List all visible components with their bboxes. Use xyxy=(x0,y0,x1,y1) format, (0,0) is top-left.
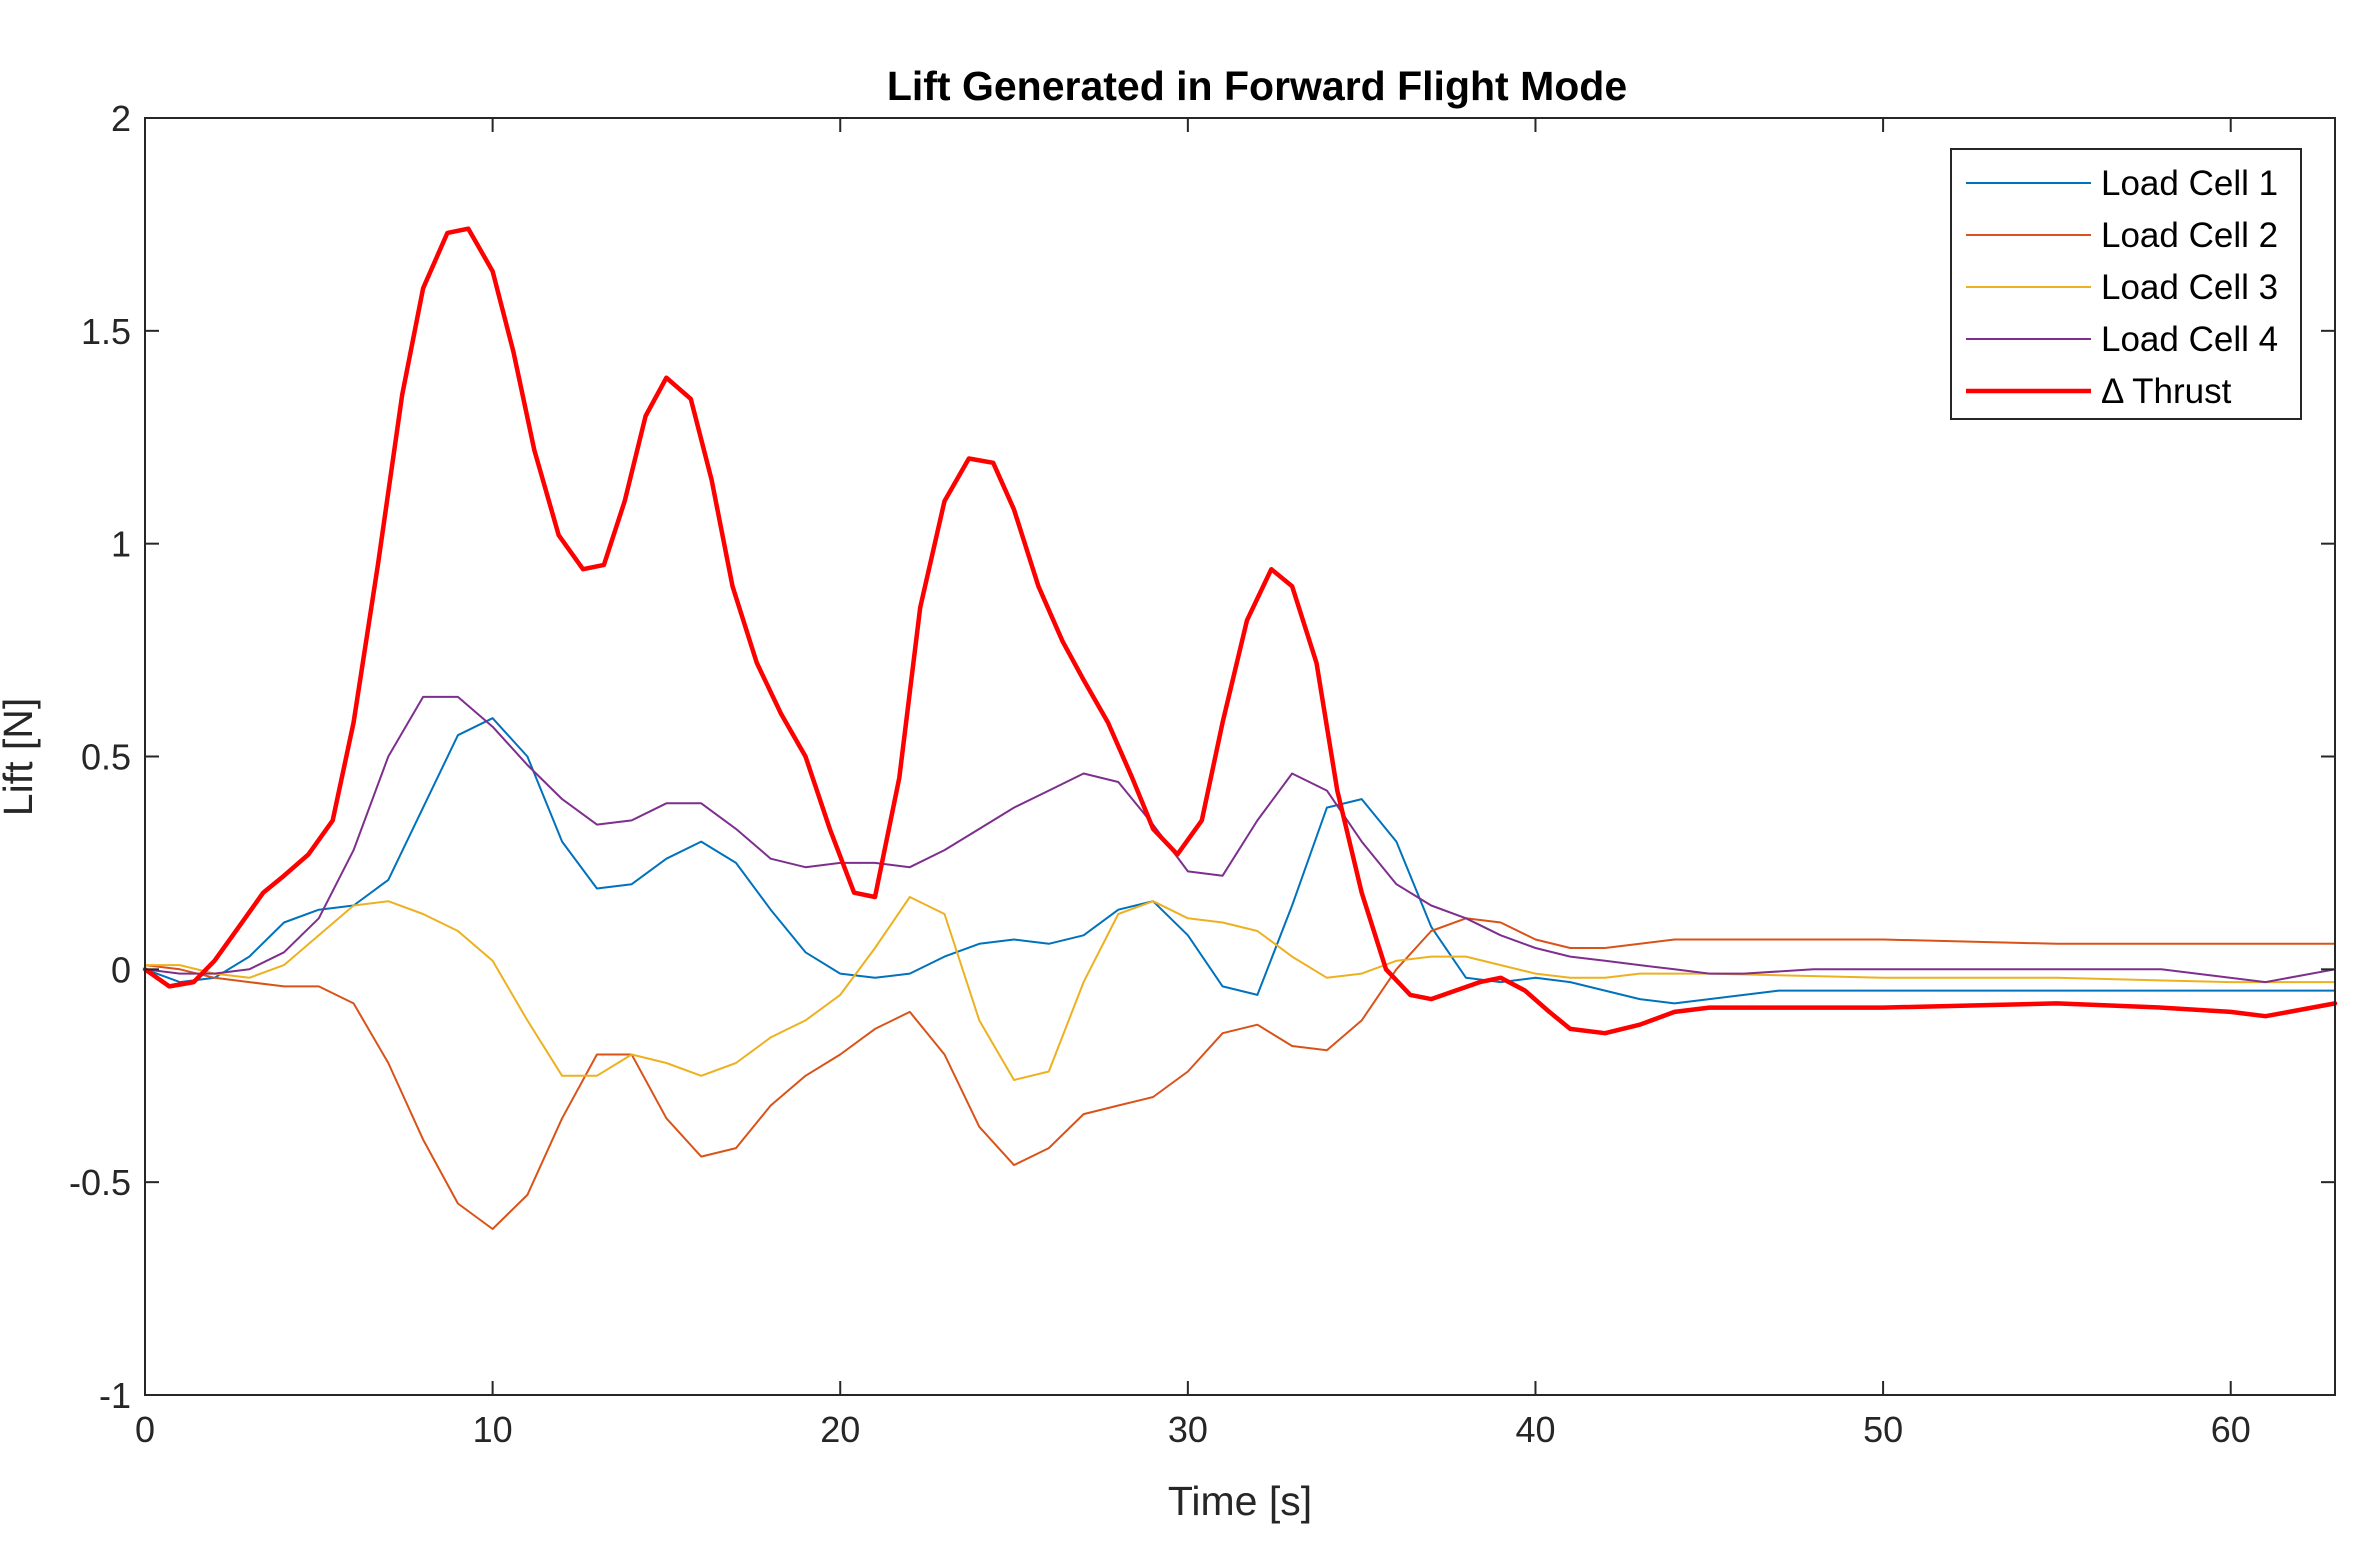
y-tick-label: 1 xyxy=(111,524,131,565)
chart-title: Lift Generated in Forward Flight Mode xyxy=(887,63,1627,109)
series-line-load-cell-3 xyxy=(144,896,2336,1081)
series-layer xyxy=(142,226,2338,1230)
axes-layer xyxy=(144,117,2336,1396)
y-tick-label: 0.5 xyxy=(81,737,131,778)
x-tick-label: 10 xyxy=(473,1409,513,1450)
legend-label: Load Cell 1 xyxy=(2101,164,2278,203)
series-line-load-cell-4 xyxy=(144,695,2336,984)
legend-label: Load Cell 3 xyxy=(2101,268,2278,307)
y-axis-label: Lift [N] xyxy=(0,698,41,816)
x-tick-label: 40 xyxy=(1515,1409,1555,1450)
x-tick-label: 30 xyxy=(1168,1409,1208,1450)
y-tick-labels: -1 -0.5 0 0.5 1 1.5 2 xyxy=(69,98,131,1416)
x-tick-labels: 0 10 20 30 40 50 60 xyxy=(135,1409,2251,1450)
y-tick-label: -1 xyxy=(99,1375,131,1416)
x-tick-label: 50 xyxy=(1863,1409,1903,1450)
y-tick-label: 1.5 xyxy=(81,311,131,352)
series-line-load-cell-1 xyxy=(144,717,2336,1005)
legend-box xyxy=(1950,148,2302,420)
legend: Load Cell 1 Load Cell 2 Load Cell 3 Load Ce… xyxy=(1950,148,2302,420)
series-line-load-cell-2 xyxy=(144,917,2336,1230)
legend-label: Δ Thrust xyxy=(2101,372,2232,411)
x-tick-label: 20 xyxy=(820,1409,860,1450)
series-line-thrust xyxy=(142,226,2338,1036)
y-tick-label: -0.5 xyxy=(69,1162,131,1203)
x-tick-label: 0 xyxy=(135,1409,155,1450)
legend-label: Load Cell 4 xyxy=(2101,320,2278,359)
y-tick-label: 0 xyxy=(111,949,131,990)
y-tick-label: 2 xyxy=(111,98,131,139)
x-tick-label: 60 xyxy=(2211,1409,2251,1450)
legend-label: Load Cell 2 xyxy=(2101,216,2278,255)
x-axis-label: Time [s] xyxy=(1168,1478,1312,1524)
